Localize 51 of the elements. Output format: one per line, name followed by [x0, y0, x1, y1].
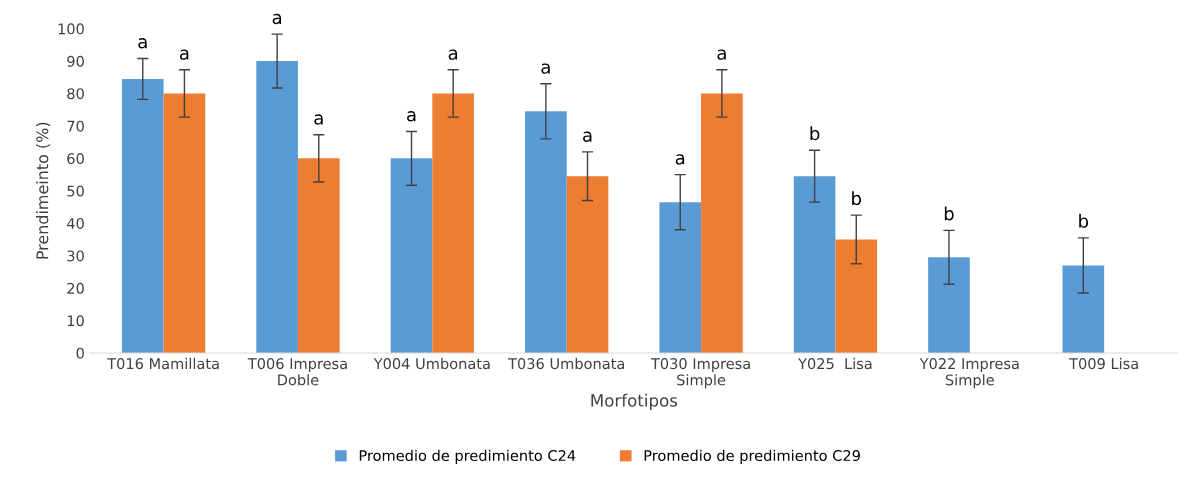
x-tick-label: Y025 Lisa: [798, 357, 872, 370]
y-tick-label: 70: [67, 120, 84, 132]
bar: [121, 78, 164, 353]
data-label: b: [852, 191, 861, 206]
bar: [525, 111, 567, 353]
bar: [701, 93, 743, 353]
y-tick-label: 20: [67, 282, 84, 294]
bar: [793, 176, 836, 353]
y-tick-label: 0: [76, 347, 84, 359]
data-label: a: [407, 111, 416, 122]
data-label: b: [944, 206, 954, 221]
bar: [432, 93, 474, 353]
y-tick-label: 40: [66, 217, 84, 229]
y-tick-label: 10: [67, 315, 84, 327]
data-label: a: [717, 49, 726, 60]
x-axis-title: Morfotipos: [591, 393, 678, 410]
data-label: a: [448, 49, 458, 60]
x-tick-label: T009 Lisa: [1069, 357, 1138, 370]
data-label: a: [541, 63, 550, 74]
y-axis-title: Prendimeinto (%): [35, 122, 51, 259]
x-tick-label: T030 Impresa Simple: [650, 358, 750, 389]
bar: [390, 158, 433, 353]
y-tick-label: 60: [67, 153, 84, 165]
x-tick-label: T006 Impresa Doble: [247, 358, 347, 386]
y-tick-label: 90: [67, 55, 84, 67]
bar: [256, 61, 298, 353]
data-label: a: [179, 49, 189, 60]
bar: [297, 158, 340, 353]
y-tick-label: 50: [67, 185, 84, 197]
bar: [1062, 265, 1105, 353]
y-tick-label: 100: [58, 23, 84, 35]
data-label: a: [138, 38, 147, 49]
x-tick-label: Y022 Impresa Simple: [919, 358, 1019, 389]
bar: [835, 239, 878, 353]
x-tick-label: Y004 Umbonata: [373, 357, 490, 370]
data-label: a: [272, 13, 282, 25]
legend-label: Promedio de predimiento C29: [644, 449, 860, 464]
bar: [928, 257, 970, 353]
y-tick-label: 80: [67, 88, 84, 100]
legend-label: Promedio de predimiento C24: [359, 449, 576, 464]
data-label: b: [810, 126, 820, 141]
bar: [163, 93, 206, 353]
data-label: a: [314, 114, 323, 125]
x-tick-label: T036 Umbonata: [508, 357, 625, 370]
y-tick-label: 30: [67, 250, 84, 262]
data-label: b: [1079, 213, 1089, 228]
data-label: a: [675, 154, 685, 165]
x-tick-label: T016 Mamillata: [107, 357, 219, 370]
bar: [659, 202, 702, 353]
bar: [566, 176, 609, 353]
data-label: a: [583, 131, 592, 142]
